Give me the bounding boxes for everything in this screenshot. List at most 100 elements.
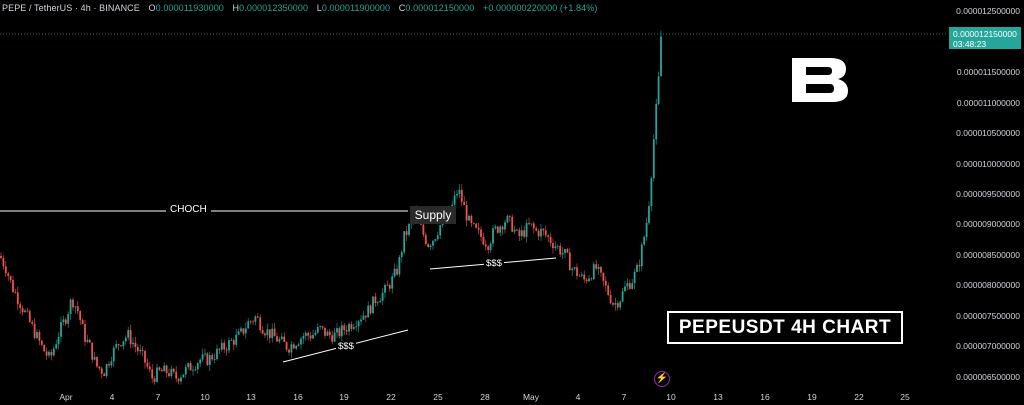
candle-body xyxy=(172,368,175,372)
candle-body xyxy=(439,225,442,236)
candle-body xyxy=(405,231,408,235)
candle-body xyxy=(158,367,161,370)
candle-body xyxy=(516,229,518,231)
candle-body xyxy=(57,336,60,345)
candle-body xyxy=(352,327,355,329)
candle-body xyxy=(566,249,569,253)
candle-body xyxy=(561,252,564,255)
lightning-icon[interactable]: ⚡ xyxy=(654,371,670,387)
candle-body xyxy=(295,345,298,349)
candle-body xyxy=(76,306,79,311)
candle-body xyxy=(376,302,379,304)
candle-body xyxy=(326,331,329,336)
chart-title-box: PEPEUSDT 4H CHART xyxy=(667,311,903,344)
candle-body xyxy=(530,223,533,225)
candle-body xyxy=(112,347,115,362)
time-tick-label: 25 xyxy=(900,392,910,402)
candle-body xyxy=(480,229,482,238)
candle-body xyxy=(72,299,74,308)
change-value: +0.000000220000 (+1.84%) xyxy=(482,3,598,13)
candle-body xyxy=(134,342,137,347)
candle-body xyxy=(194,369,197,371)
candle-body xyxy=(91,342,94,360)
candle-body xyxy=(31,321,34,324)
candle-body xyxy=(228,340,230,351)
candle-body xyxy=(369,305,372,314)
candle-body xyxy=(547,235,550,237)
time-tick-label: 16 xyxy=(760,392,770,402)
candle-body xyxy=(578,275,581,277)
candle-body xyxy=(314,332,317,335)
candle-body xyxy=(633,271,636,284)
candle-body xyxy=(556,245,559,247)
time-tick-label: Apr xyxy=(59,392,73,402)
candle-body xyxy=(96,356,98,367)
candle-body xyxy=(160,369,163,372)
candle-body xyxy=(259,317,262,330)
candle-body xyxy=(374,296,377,304)
candle-body xyxy=(4,266,7,274)
candle-body xyxy=(132,342,134,345)
candle-body xyxy=(336,328,338,333)
price-tick-label: 0.000009000000 xyxy=(956,219,1020,230)
candle-body xyxy=(7,273,10,277)
candle-body xyxy=(604,280,607,286)
candle-body xyxy=(583,274,586,280)
candle-body xyxy=(424,234,427,244)
choch-label: CHOCH xyxy=(166,204,211,215)
high-value: 0.000012350000 xyxy=(239,3,309,13)
candle-body xyxy=(182,374,185,378)
candle-body xyxy=(518,229,521,237)
candle-body xyxy=(554,246,557,249)
time-tick-label: 7 xyxy=(621,392,627,402)
candle-body xyxy=(559,245,562,255)
candle-body xyxy=(571,268,574,271)
time-tick-label: May xyxy=(522,392,540,402)
candle-body xyxy=(36,332,38,338)
candle-body xyxy=(616,303,619,308)
candle-body xyxy=(552,243,554,249)
candle-body xyxy=(288,349,290,353)
candle-body xyxy=(278,339,281,342)
candle-body xyxy=(230,340,233,342)
candle-body xyxy=(398,257,401,275)
candle-body xyxy=(79,310,82,321)
candle-body xyxy=(489,243,492,251)
brand-b-logo-icon xyxy=(792,58,848,102)
price-tick-label: 0.000011000000 xyxy=(956,97,1020,108)
candle-body xyxy=(271,328,274,338)
candle-body xyxy=(252,321,254,323)
candle-body xyxy=(600,266,602,273)
candle-body xyxy=(168,373,170,377)
candle-body xyxy=(484,244,487,247)
candle-body xyxy=(285,342,288,350)
candle-body xyxy=(225,349,228,351)
price-tick-label: 0.000006500000 xyxy=(956,371,1020,382)
candle-body xyxy=(98,366,101,369)
candle-body xyxy=(184,367,187,375)
candle-body xyxy=(50,351,53,356)
symbol-name: PEPE / TetherUS · 4h · BINANCE xyxy=(2,3,140,13)
candle-body xyxy=(67,313,70,324)
candle-body xyxy=(602,272,605,281)
candle-body xyxy=(43,344,46,352)
candle-body xyxy=(52,348,55,356)
candle-body xyxy=(220,342,223,350)
candle-body xyxy=(393,268,396,277)
candle-body xyxy=(28,311,31,322)
candle-body xyxy=(290,344,293,353)
candle-body xyxy=(100,368,103,374)
candle-body xyxy=(475,223,478,228)
price-tick-label: 0.000012500000 xyxy=(956,6,1020,17)
candle-body xyxy=(396,268,398,275)
candle-body xyxy=(513,229,516,232)
candle-body xyxy=(657,76,660,104)
candle-body xyxy=(136,346,139,352)
liquidity-label-upper: $$$ xyxy=(484,258,504,269)
candle-body xyxy=(261,329,264,334)
price-tick-label: 0.000008500000 xyxy=(956,249,1020,260)
candle-body xyxy=(391,276,394,289)
candle-body xyxy=(470,215,473,224)
open-label: O xyxy=(148,3,156,13)
